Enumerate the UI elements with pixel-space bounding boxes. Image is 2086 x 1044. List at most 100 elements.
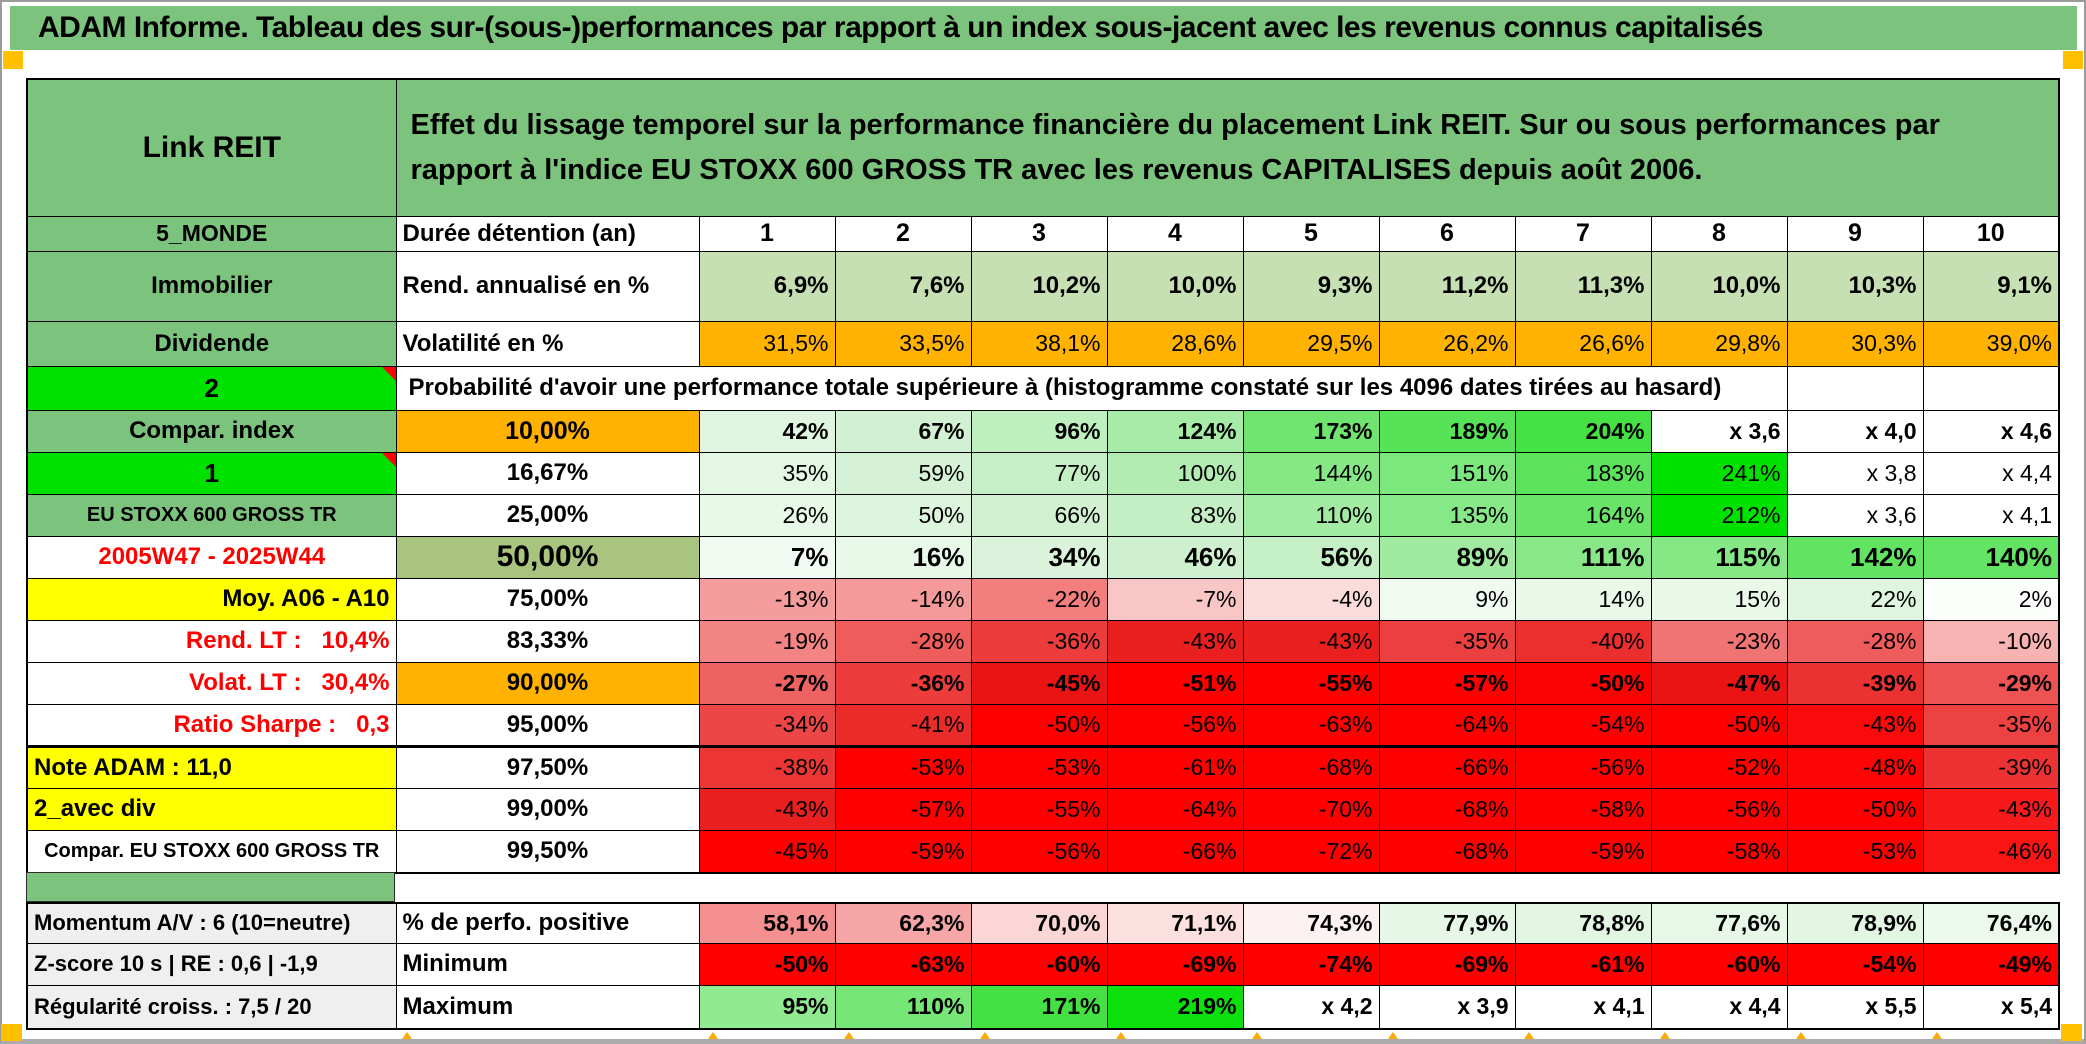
data-cell[interactable]: 83%	[1106, 493, 1244, 537]
data-cell[interactable]: 142%	[1786, 535, 1924, 579]
data-cell[interactable]: -22%	[970, 577, 1108, 621]
row-label-cell[interactable]: EU STOXX 600 GROSS TR	[26, 493, 397, 537]
row-metric-cell[interactable]: 97,50%	[395, 744, 700, 789]
data-cell[interactable]: 10	[1922, 215, 2060, 252]
data-cell[interactable]: 6,9%	[698, 250, 836, 322]
data-cell[interactable]: 219%	[1106, 984, 1244, 1030]
row-metric-cell[interactable]: % de perfo. positive	[395, 902, 700, 944]
row-label-cell[interactable]: Ratio Sharpe : 0,3	[26, 703, 397, 747]
row-metric-cell[interactable]: 16,67%	[395, 451, 700, 495]
data-cell[interactable]: -43%	[1786, 703, 1924, 747]
data-cell[interactable]: x 4,4	[1650, 984, 1788, 1030]
data-cell[interactable]: -63%	[834, 942, 972, 986]
data-cell[interactable]: x 4,2	[1242, 984, 1380, 1030]
data-cell[interactable]: 15%	[1650, 577, 1788, 621]
data-cell[interactable]: 62,3%	[834, 902, 972, 944]
data-cell[interactable]: 58,1%	[698, 902, 836, 944]
data-cell[interactable]: -10%	[1922, 619, 2060, 663]
data-cell[interactable]: 14%	[1514, 577, 1652, 621]
data-cell[interactable]: -39%	[1922, 744, 2060, 789]
data-cell[interactable]: -4%	[1242, 577, 1380, 621]
data-cell[interactable]: -68%	[1378, 787, 1516, 831]
data-cell[interactable]: 66%	[970, 493, 1108, 537]
row-label-cell[interactable]: Momentum A/V : 6 (10=neutre)	[26, 902, 397, 944]
data-cell[interactable]: 7	[1514, 215, 1652, 252]
data-cell[interactable]: x 3,9	[1378, 984, 1516, 1030]
data-cell[interactable]: -68%	[1242, 744, 1380, 789]
data-cell[interactable]: 59%	[834, 451, 972, 495]
row-metric-cell[interactable]: 95,00%	[395, 703, 700, 747]
data-cell[interactable]: -13%	[698, 577, 836, 621]
data-cell[interactable]: -59%	[834, 829, 972, 874]
data-cell[interactable]: -28%	[1786, 619, 1924, 663]
data-cell[interactable]: -52%	[1650, 744, 1788, 789]
data-cell[interactable]: 11,2%	[1378, 250, 1516, 322]
row-label-cell[interactable]: 1	[26, 451, 397, 495]
data-cell[interactable]: 38,1%	[970, 320, 1108, 367]
data-cell[interactable]: x 3,8	[1786, 451, 1924, 495]
data-cell[interactable]: -49%	[1922, 942, 2060, 986]
data-cell[interactable]: -58%	[1650, 829, 1788, 874]
data-cell[interactable]: 241%	[1650, 451, 1788, 495]
row-metric-cell[interactable]: 99,00%	[395, 787, 700, 831]
data-cell[interactable]: 95%	[698, 984, 836, 1030]
data-cell[interactable]: -36%	[970, 619, 1108, 663]
data-cell[interactable]: 33,5%	[834, 320, 972, 367]
probability-note-cell[interactable]: Probabilité d'avoir une performance tota…	[395, 365, 1788, 411]
data-cell[interactable]: -60%	[1650, 942, 1788, 986]
data-cell[interactable]: -64%	[1378, 703, 1516, 747]
row-metric-cell[interactable]: Rend. annualisé en %	[395, 250, 700, 322]
data-cell[interactable]: -57%	[1378, 661, 1516, 705]
row-label-cell[interactable]: Compar. index	[26, 409, 397, 453]
data-cell[interactable]: 16%	[834, 535, 972, 579]
data-cell[interactable]: -56%	[1650, 787, 1788, 831]
data-cell[interactable]: -72%	[1242, 829, 1380, 874]
data-cell[interactable]: 7,6%	[834, 250, 972, 322]
data-cell[interactable]: 22%	[1786, 577, 1924, 621]
data-cell[interactable]: -54%	[1514, 703, 1652, 747]
data-cell[interactable]: -35%	[1378, 619, 1516, 663]
row-label-cell[interactable]: 2005W47 - 2025W44	[26, 535, 397, 579]
data-cell[interactable]: 46%	[1106, 535, 1244, 579]
data-cell[interactable]: -46%	[1922, 829, 2060, 874]
data-cell[interactable]: 2%	[1922, 577, 2060, 621]
data-cell[interactable]: 77,9%	[1378, 902, 1516, 944]
data-cell[interactable]: 212%	[1650, 493, 1788, 537]
data-cell[interactable]: -69%	[1378, 942, 1516, 986]
data-cell[interactable]: 11,3%	[1514, 250, 1652, 322]
data-cell[interactable]: 189%	[1378, 409, 1516, 453]
data-cell[interactable]: 77,6%	[1650, 902, 1788, 944]
data-cell[interactable]: -68%	[1378, 829, 1516, 874]
data-cell[interactable]: -66%	[1378, 744, 1516, 789]
data-cell[interactable]: 144%	[1242, 451, 1380, 495]
data-cell[interactable]: 140%	[1922, 535, 2060, 579]
data-cell[interactable]: 164%	[1514, 493, 1652, 537]
data-cell[interactable]: -64%	[1106, 787, 1244, 831]
data-cell[interactable]: -60%	[970, 942, 1108, 986]
data-cell[interactable]: -53%	[970, 744, 1108, 789]
data-cell[interactable]: 10,0%	[1650, 250, 1788, 322]
row-metric-cell[interactable]: 83,33%	[395, 619, 700, 663]
data-cell[interactable]: x 4,6	[1922, 409, 2060, 453]
data-cell[interactable]: 89%	[1378, 535, 1516, 579]
data-cell[interactable]: 2	[834, 215, 972, 252]
data-cell[interactable]: 26,2%	[1378, 320, 1516, 367]
data-cell[interactable]: 5	[1242, 215, 1380, 252]
data-cell[interactable]: -69%	[1106, 942, 1244, 986]
data-cell[interactable]: -48%	[1786, 744, 1924, 789]
row-metric-cell[interactable]: 10,00%	[395, 409, 700, 453]
row-label-cell[interactable]: 2_avec div	[26, 787, 397, 831]
data-cell[interactable]: -14%	[834, 577, 972, 621]
data-cell[interactable]: -55%	[970, 787, 1108, 831]
data-cell[interactable]: 204%	[1514, 409, 1652, 453]
data-cell[interactable]: 30,3%	[1786, 320, 1924, 367]
data-cell[interactable]: -35%	[1922, 703, 2060, 747]
data-cell[interactable]: 3	[970, 215, 1108, 252]
data-cell[interactable]: -50%	[970, 703, 1108, 747]
data-cell[interactable]: 173%	[1242, 409, 1380, 453]
row-metric-cell[interactable]: Volatilité en %	[395, 320, 700, 367]
data-cell[interactable]: 6	[1378, 215, 1516, 252]
data-cell[interactable]: -53%	[1786, 829, 1924, 874]
data-cell[interactable]: 124%	[1106, 409, 1244, 453]
data-cell[interactable]: 111%	[1514, 535, 1652, 579]
